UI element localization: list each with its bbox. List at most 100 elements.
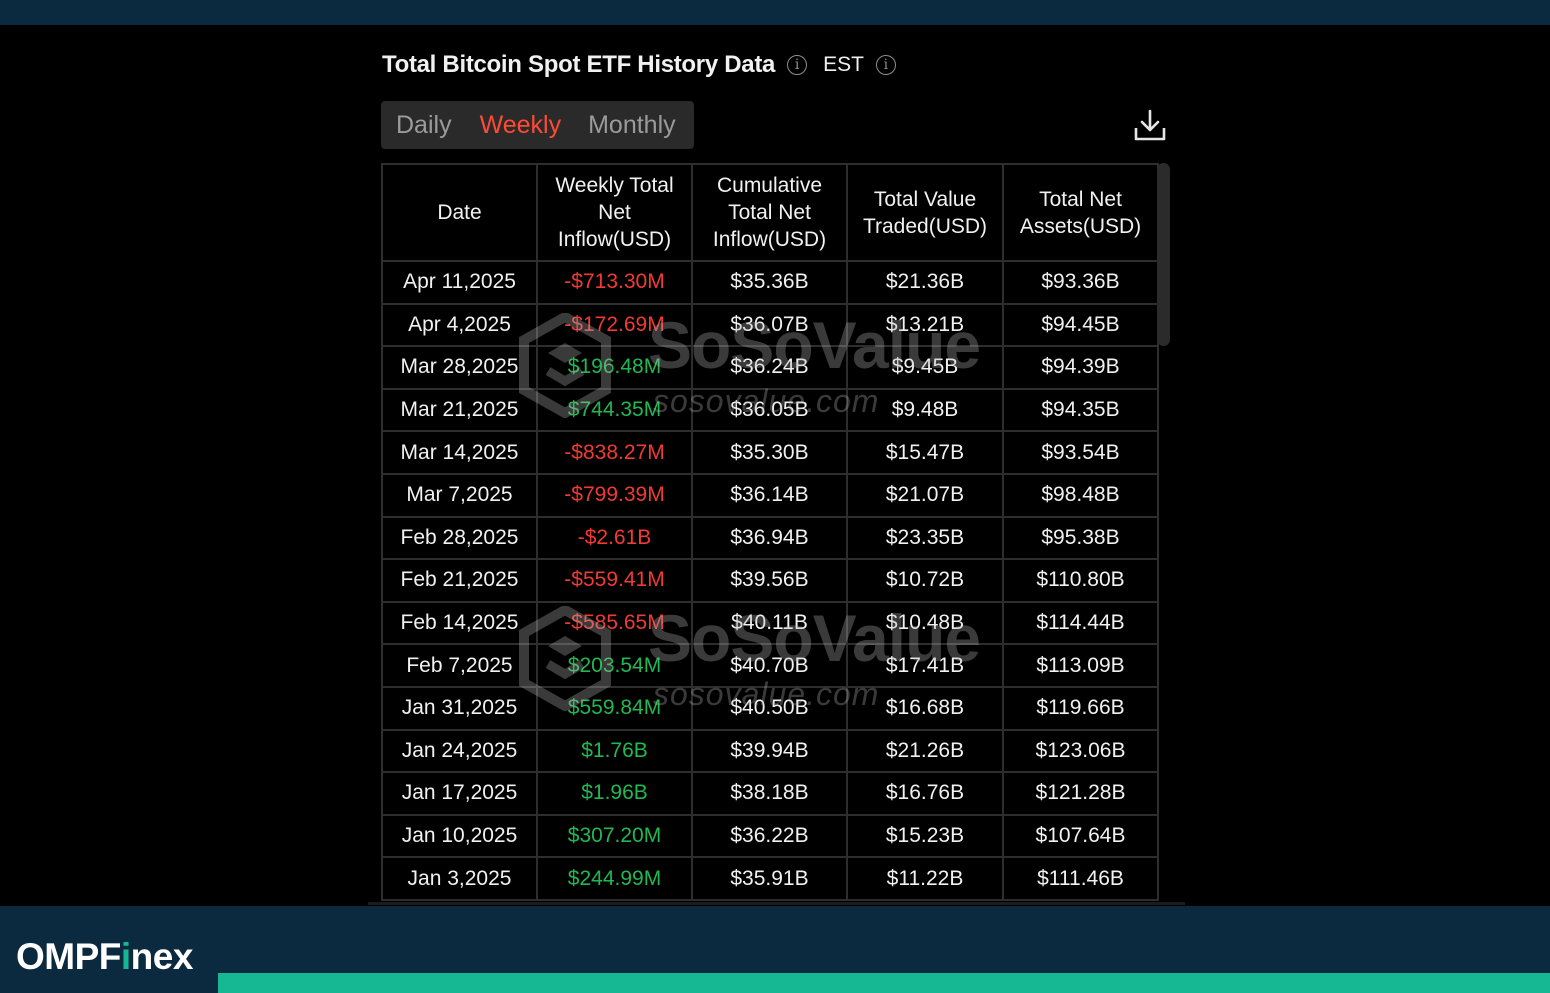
col-header-weekly-net-inflow[interactable]: Weekly Total Net Inflow(USD) — [536, 163, 693, 262]
date-cell: Feb 7,2025 — [381, 643, 538, 688]
total-value-traded-cell: $9.48B — [846, 387, 1004, 433]
col-header-total-net-assets[interactable]: Total Net Assets(USD) — [1002, 163, 1159, 262]
brand-logo: OMPFinex — [16, 935, 193, 979]
table-row[interactable]: Apr 11,2025 -$713.30M $35.36B $21.36B $93.36… — [381, 260, 1159, 305]
footer-accent-stripe — [218, 973, 1550, 993]
weekly-net-inflow-cell: $196.48M — [536, 345, 693, 390]
tab-weekly[interactable]: Weekly — [479, 110, 562, 139]
date-cell: Feb 14,2025 — [381, 600, 538, 646]
table-row[interactable]: Mar 7,2025 -$799.39M $36.14B $21.07B $98.48B — [381, 472, 1159, 518]
date-cell: Mar 14,2025 — [381, 430, 538, 475]
cumulative-net-inflow-cell: $40.70B — [691, 643, 848, 688]
table-scrollbar[interactable] — [1157, 163, 1170, 346]
weekly-net-inflow-cell: -$713.30M — [536, 260, 693, 305]
tab-daily[interactable]: Daily — [396, 110, 452, 139]
weekly-net-inflow-cell: $1.76B — [536, 728, 693, 774]
table-row[interactable]: Apr 4,2025 -$172.69M $36.07B $13.21B $94.45B — [381, 302, 1159, 348]
brand-text-end: nex — [130, 936, 194, 977]
cumulative-net-inflow-cell: $35.91B — [691, 856, 848, 901]
timezone-info-icon[interactable]: i — [875, 55, 896, 75]
date-cell: Feb 28,2025 — [381, 515, 538, 561]
total-value-traded-cell: $23.35B — [846, 515, 1004, 561]
cumulative-net-inflow-cell: $36.05B — [691, 387, 848, 433]
total-value-traded-cell: $21.26B — [846, 728, 1004, 774]
cumulative-net-inflow-cell: $40.50B — [691, 685, 848, 731]
total-net-assets-cell: $94.45B — [1002, 302, 1159, 348]
total-value-traded-cell: $15.23B — [846, 813, 1004, 859]
table-row[interactable]: Jan 31,2025 $559.84M $40.50B $16.68B $119.66… — [381, 685, 1159, 731]
table-row[interactable]: Jan 24,2025 $1.76B $39.94B $21.26B $123.06B — [381, 728, 1159, 774]
date-cell: Apr 11,2025 — [381, 260, 538, 305]
date-cell: Jan 17,2025 — [381, 771, 538, 816]
total-value-traded-cell: $16.76B — [846, 771, 1004, 816]
table-row[interactable]: Mar 14,2025 -$838.27M $35.30B $15.47B $93.54… — [381, 430, 1159, 475]
download-icon[interactable] — [1132, 108, 1168, 144]
cumulative-net-inflow-cell: $39.94B — [691, 728, 848, 774]
total-net-assets-cell: $107.64B — [1002, 813, 1159, 859]
total-net-assets-cell: $94.39B — [1002, 345, 1159, 390]
total-value-traded-cell: $15.47B — [846, 430, 1004, 475]
weekly-net-inflow-cell: $203.54M — [536, 643, 693, 688]
weekly-net-inflow-cell: -$172.69M — [536, 302, 693, 348]
total-net-assets-cell: $93.54B — [1002, 430, 1159, 475]
date-cell: Mar 28,2025 — [381, 345, 538, 390]
cumulative-net-inflow-cell: $36.94B — [691, 515, 848, 561]
date-cell: Jan 3,2025 — [381, 856, 538, 901]
total-value-traded-cell: $17.41B — [846, 643, 1004, 688]
table-row[interactable]: Feb 7,2025 $203.54M $40.70B $17.41B $113.09B — [381, 643, 1159, 688]
etf-history-table: Date Weekly Total Net Inflow(USD) Cumulati… — [381, 163, 1159, 901]
cumulative-net-inflow-cell: $35.36B — [691, 260, 848, 305]
cumulative-net-inflow-cell: $38.18B — [691, 771, 848, 816]
weekly-net-inflow-cell: $559.84M — [536, 685, 693, 731]
panel-header: Total Bitcoin Spot ETF History Data i ES… — [382, 48, 896, 82]
total-value-traded-cell: $11.22B — [846, 856, 1004, 901]
total-net-assets-cell: $111.46B — [1002, 856, 1159, 901]
col-header-cumulative-net-inflow[interactable]: Cumulative Total Net Inflow(USD) — [691, 163, 848, 262]
total-value-traded-cell: $16.68B — [846, 685, 1004, 731]
total-value-traded-cell: $10.72B — [846, 558, 1004, 603]
period-tabs: Daily Weekly Monthly — [381, 101, 694, 149]
weekly-net-inflow-cell: $1.96B — [536, 771, 693, 816]
table-row[interactable]: Mar 28,2025 $196.48M $36.24B $9.45B $94.39B — [381, 345, 1159, 390]
weekly-net-inflow-cell: $744.35M — [536, 387, 693, 433]
total-net-assets-cell: $121.28B — [1002, 771, 1159, 816]
table-row[interactable]: Jan 17,2025 $1.96B $38.18B $16.76B $121.28B — [381, 771, 1159, 816]
total-net-assets-cell: $98.48B — [1002, 472, 1159, 518]
col-header-total-value-traded[interactable]: Total Value Traded(USD) — [846, 163, 1004, 262]
weekly-net-inflow-cell: -$799.39M — [536, 472, 693, 518]
table-row[interactable]: Feb 28,2025 -$2.61B $36.94B $23.35B $95.38B — [381, 515, 1159, 561]
date-cell: Apr 4,2025 — [381, 302, 538, 348]
total-value-traded-cell: $21.07B — [846, 472, 1004, 518]
col-header-date[interactable]: Date — [381, 163, 538, 262]
cumulative-net-inflow-cell: $39.56B — [691, 558, 848, 603]
weekly-net-inflow-cell: $244.99M — [536, 856, 693, 901]
weekly-net-inflow-cell: -$2.61B — [536, 515, 693, 561]
brand-text-start: OMPF — [16, 936, 121, 977]
total-net-assets-cell: $95.38B — [1002, 515, 1159, 561]
date-cell: Feb 21,2025 — [381, 558, 538, 603]
date-cell: Mar 21,2025 — [381, 387, 538, 433]
table-row[interactable]: Feb 14,2025 -$585.65M $40.11B $10.48B $114.4… — [381, 600, 1159, 646]
total-net-assets-cell: $93.36B — [1002, 260, 1159, 305]
weekly-net-inflow-cell: -$585.65M — [536, 600, 693, 646]
total-net-assets-cell: $94.35B — [1002, 387, 1159, 433]
timezone-label: EST — [823, 53, 864, 76]
panel-title: Total Bitcoin Spot ETF History Data — [382, 51, 776, 78]
top-banner — [0, 0, 1550, 25]
table-row[interactable]: Feb 21,2025 -$559.41M $39.56B $10.72B $110.8… — [381, 558, 1159, 603]
brand-text-accent: i — [120, 936, 131, 977]
total-net-assets-cell: $114.44B — [1002, 600, 1159, 646]
tab-monthly[interactable]: Monthly — [588, 110, 676, 139]
title-info-icon[interactable]: i — [787, 55, 808, 75]
table-row[interactable]: Jan 10,2025 $307.20M $36.22B $15.23B $107.64… — [381, 813, 1159, 859]
total-net-assets-cell: $113.09B — [1002, 643, 1159, 688]
total-value-traded-cell: $13.21B — [846, 302, 1004, 348]
table-row[interactable]: Mar 21,2025 $744.35M $36.05B $9.48B $94.35B — [381, 387, 1159, 433]
cumulative-net-inflow-cell: $36.14B — [691, 472, 848, 518]
total-net-assets-cell: $110.80B — [1002, 558, 1159, 603]
cumulative-net-inflow-cell: $36.07B — [691, 302, 848, 348]
table-row[interactable]: Jan 3,2025 $244.99M $35.91B $11.22B $111.46B — [381, 856, 1159, 901]
total-value-traded-cell: $21.36B — [846, 260, 1004, 305]
cumulative-net-inflow-cell: $36.24B — [691, 345, 848, 390]
cumulative-net-inflow-cell: $36.22B — [691, 813, 848, 859]
